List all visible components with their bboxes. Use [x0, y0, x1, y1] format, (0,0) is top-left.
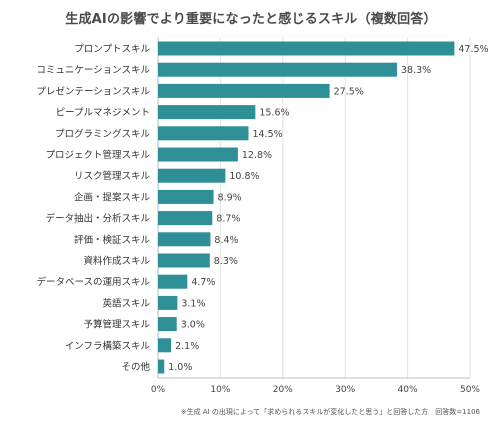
category-label: 英語スキル [102, 297, 150, 309]
value-label: 8.9% [218, 192, 242, 203]
x-tick-label: 30% [335, 385, 355, 395]
category-label: プレゼンテーションスキル [36, 85, 150, 97]
category-label: データ抽出・分析スキル [45, 213, 150, 225]
x-tick-label: 10% [210, 385, 230, 395]
value-label: 3.1% [181, 298, 205, 309]
bar [158, 274, 188, 289]
category-label: 評価・検証スキル [74, 234, 151, 246]
value-label: 14.5% [252, 129, 282, 140]
bar [158, 83, 330, 98]
bar [158, 211, 213, 226]
value-label: 15.6% [259, 108, 289, 119]
bar [158, 41, 455, 56]
bar [158, 232, 211, 247]
category-label: データベースの運用スキル [36, 276, 150, 288]
bar [158, 62, 397, 77]
x-tick-label: 50% [460, 385, 480, 395]
category-label: コミュニケーションスキル [36, 65, 150, 76]
category-label: プロジェクト管理スキル [45, 149, 150, 161]
category-label: インフラ構築スキル [65, 340, 151, 352]
x-tick-label: 20% [273, 385, 293, 395]
category-label: ピープルマネジメント [56, 108, 150, 119]
category-label: 企画・提案スキル [74, 191, 151, 203]
bar [158, 359, 165, 374]
value-label: 4.7% [191, 277, 215, 288]
bar [158, 338, 172, 353]
x-tick-label: 0% [151, 385, 166, 395]
bar [158, 253, 210, 268]
value-label: 8.3% [214, 256, 238, 267]
value-label: 12.8% [242, 150, 272, 161]
bar [158, 147, 238, 162]
chart-footnote: ※生成 AI の出現によって「求められるスキルが変化したと思う」と回答した方 回… [180, 408, 480, 416]
value-label: 10.8% [229, 171, 259, 182]
value-label: 27.5% [334, 86, 364, 97]
x-tick-label: 40% [398, 385, 418, 395]
category-label: その他 [121, 361, 150, 373]
value-label: 3.0% [181, 320, 205, 331]
value-label: 8.4% [214, 235, 238, 246]
value-label: 1.0% [168, 362, 192, 373]
value-label: 38.3% [401, 65, 431, 76]
bar [158, 295, 178, 310]
category-label: 予算管理スキル [83, 319, 150, 331]
chart-title: 生成AIの影響でより重要になったと感じるスキル（複数回答） [65, 12, 437, 27]
bar [158, 189, 214, 204]
bar [158, 168, 226, 183]
bar [158, 126, 249, 141]
category-label: リスク管理スキル [74, 170, 151, 182]
category-label: プロンプトスキル [74, 44, 150, 55]
value-label: 2.1% [175, 341, 199, 352]
bar [158, 317, 177, 332]
bar [158, 105, 256, 120]
category-label: 資料作成スキル [83, 255, 150, 267]
category-label: プログラミングスキル [55, 128, 151, 140]
value-label: 8.7% [216, 214, 240, 225]
value-label: 47.5% [458, 44, 488, 55]
